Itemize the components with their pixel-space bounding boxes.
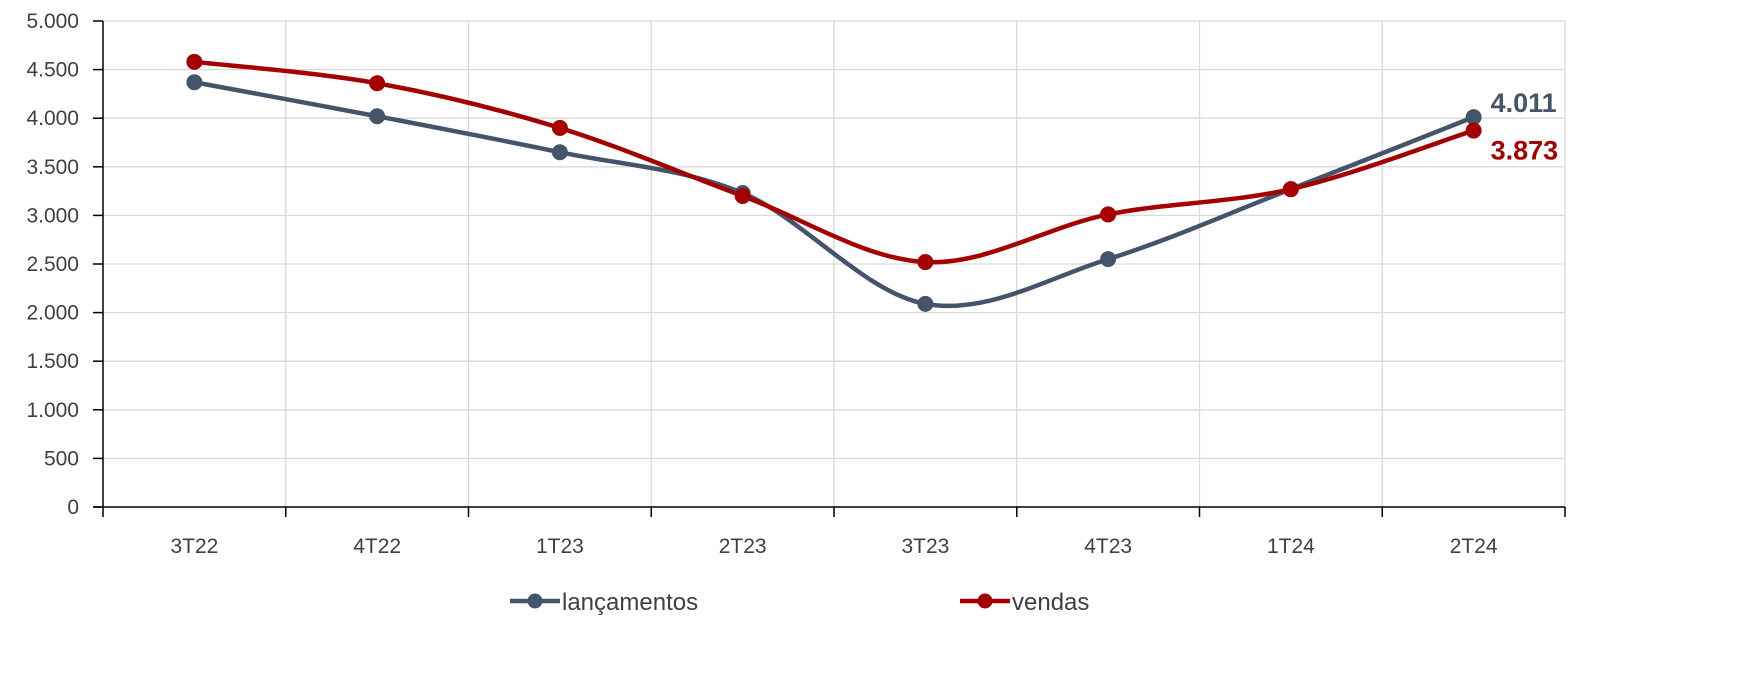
legend-marker bbox=[527, 593, 543, 609]
data-labels: 4.011 3.873 bbox=[1491, 88, 1559, 165]
legend: lançamentos vendas bbox=[510, 589, 1089, 616]
y-tick-label: 0 bbox=[67, 496, 79, 519]
series-2-end-label: 3.873 bbox=[1491, 136, 1559, 166]
x-tick-label: 4T22 bbox=[353, 535, 401, 558]
series-1-point bbox=[1100, 251, 1117, 268]
series-group bbox=[186, 53, 1482, 312]
series-1-point bbox=[1465, 109, 1482, 126]
y-tick-label: 5.000 bbox=[26, 10, 79, 33]
y-tick-label: 4.500 bbox=[26, 59, 79, 82]
x-axis-tick-labels: 3T22 4T22 1T23 2T23 3T23 4T23 1T24 2T24 bbox=[170, 535, 1497, 558]
x-tick-label: 2T24 bbox=[1450, 535, 1498, 558]
series-1-point bbox=[369, 108, 386, 125]
y-tick-label: 2.500 bbox=[26, 253, 79, 276]
y-tick-label: 3.000 bbox=[26, 204, 79, 227]
legend-item-1: lançamentos bbox=[510, 589, 698, 616]
legend-label: lançamentos bbox=[562, 589, 698, 616]
x-tick-label: 1T24 bbox=[1267, 535, 1315, 558]
series-2-point bbox=[734, 187, 751, 204]
x-tick-label: 3T22 bbox=[170, 535, 218, 558]
x-tick-label: 4T23 bbox=[1084, 535, 1132, 558]
y-tick-label: 3.500 bbox=[26, 156, 79, 179]
series-2-point bbox=[1282, 181, 1299, 198]
series-2-point bbox=[1465, 122, 1482, 139]
series-line-2 bbox=[192, 59, 1476, 265]
series-1-point bbox=[917, 295, 934, 312]
series-2-point bbox=[917, 254, 934, 271]
series-2-point bbox=[186, 53, 203, 70]
y-axis-tick-labels: 0 500 1.000 1.500 2.000 2.500 3.000 3.500 4.000 4… bbox=[26, 10, 79, 519]
y-tick-label: 4.000 bbox=[26, 107, 79, 130]
series-2-point bbox=[369, 75, 386, 92]
gridlines bbox=[103, 20, 1566, 507]
series-1-point bbox=[551, 144, 568, 161]
legend-item-2: vendas bbox=[960, 589, 1089, 616]
axes bbox=[93, 20, 1566, 517]
x-tick-label: 3T23 bbox=[901, 535, 949, 558]
series-line-1 bbox=[192, 79, 1476, 309]
series-1-end-label: 4.011 bbox=[1491, 88, 1557, 118]
x-tick-label: 2T23 bbox=[719, 535, 767, 558]
legend-marker bbox=[977, 593, 993, 609]
x-tick-label: 1T23 bbox=[536, 535, 584, 558]
y-tick-label: 1.000 bbox=[26, 399, 79, 422]
y-tick-label: 500 bbox=[44, 447, 79, 470]
legend-label: vendas bbox=[1012, 589, 1089, 616]
series-2-point bbox=[1100, 206, 1117, 223]
y-tick-label: 1.500 bbox=[26, 350, 79, 373]
y-tick-label: 2.000 bbox=[26, 302, 79, 325]
series-1-point bbox=[186, 74, 203, 91]
series-2-point bbox=[551, 119, 568, 136]
